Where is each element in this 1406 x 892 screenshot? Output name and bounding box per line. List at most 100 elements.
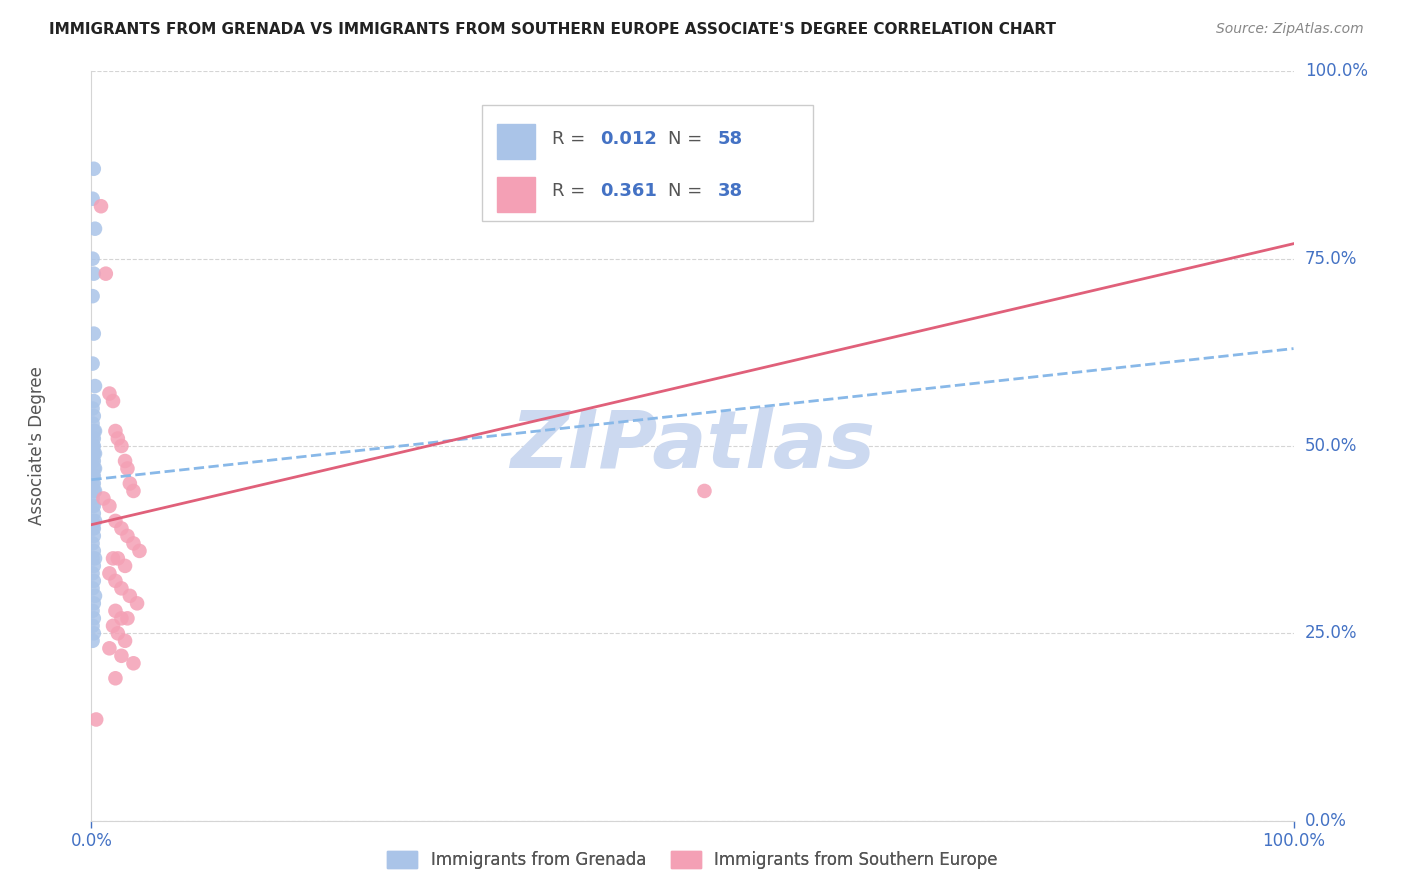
Point [117, 461, 139, 475]
Point [84, 483, 107, 498]
Point [83, 626, 105, 640]
Point [82, 417, 104, 431]
Point [110, 439, 132, 453]
Text: R =: R = [551, 130, 591, 148]
Point [122, 657, 145, 671]
Text: 75.0%: 75.0% [1305, 250, 1357, 268]
Point [82, 289, 104, 303]
Point [83, 574, 105, 588]
Point [94, 267, 117, 281]
Point [83, 529, 105, 543]
Point [83, 446, 105, 460]
Point [82, 566, 104, 581]
Text: R =: R = [551, 182, 591, 200]
Point [84, 461, 107, 475]
Text: 0.361: 0.361 [600, 182, 657, 200]
Point [83, 394, 105, 409]
Point [82, 619, 104, 633]
Point [110, 611, 132, 625]
Point [84, 446, 107, 460]
Point [83, 544, 105, 558]
Point [84, 514, 107, 528]
Text: 0.0%: 0.0% [1305, 812, 1347, 830]
Point [82, 432, 104, 446]
Point [83, 483, 105, 498]
Point [104, 514, 127, 528]
Point [82, 536, 104, 550]
Text: 38: 38 [717, 182, 742, 200]
Point [83, 469, 105, 483]
Point [693, 483, 716, 498]
Point [117, 529, 139, 543]
FancyBboxPatch shape [496, 177, 534, 212]
Point [104, 671, 127, 685]
Point [83, 558, 105, 573]
Point [82, 469, 104, 483]
Point [84, 221, 107, 235]
Point [90, 199, 112, 213]
Point [82, 446, 104, 460]
Point [83, 521, 105, 535]
Text: 0.012: 0.012 [600, 130, 657, 148]
Point [84, 551, 107, 566]
Text: 25.0%: 25.0% [1305, 624, 1357, 642]
Text: 50.0%: 50.0% [1305, 437, 1357, 455]
Point [82, 514, 104, 528]
Point [82, 491, 104, 506]
Point [83, 161, 105, 176]
Point [107, 551, 129, 566]
Point [98, 499, 121, 513]
Text: IMMIGRANTS FROM GRENADA VS IMMIGRANTS FROM SOUTHERN EUROPE ASSOCIATE'S DEGREE CO: IMMIGRANTS FROM GRENADA VS IMMIGRANTS FR… [49, 22, 1056, 37]
Text: 58: 58 [717, 130, 742, 148]
Point [104, 574, 127, 588]
Point [110, 648, 132, 663]
Point [93, 491, 115, 506]
Point [82, 192, 104, 206]
Text: Associate's Degree: Associate's Degree [28, 367, 46, 525]
Point [110, 521, 132, 535]
Point [104, 604, 127, 618]
Text: ZIPatlas: ZIPatlas [510, 407, 875, 485]
Point [82, 604, 104, 618]
Point [82, 454, 104, 468]
Point [82, 551, 104, 566]
Point [84, 424, 107, 438]
Point [83, 267, 105, 281]
Point [83, 499, 105, 513]
Point [107, 626, 129, 640]
Point [82, 499, 104, 513]
Point [114, 454, 136, 468]
Point [118, 589, 141, 603]
Point [82, 469, 104, 483]
Point [83, 507, 105, 521]
Point [82, 439, 104, 453]
Point [83, 611, 105, 625]
FancyBboxPatch shape [482, 105, 813, 221]
Point [83, 409, 105, 423]
Point [82, 633, 104, 648]
Point [83, 439, 105, 453]
Point [114, 633, 136, 648]
Text: 100.0%: 100.0% [1305, 62, 1368, 80]
Point [128, 544, 150, 558]
Point [84, 713, 107, 727]
Point [82, 521, 104, 535]
Text: N =: N = [668, 130, 709, 148]
Point [110, 582, 132, 596]
Point [83, 476, 105, 491]
Point [101, 551, 124, 566]
Point [101, 619, 124, 633]
Point [82, 357, 104, 371]
Text: N =: N = [668, 182, 709, 200]
Point [104, 424, 127, 438]
Point [122, 536, 145, 550]
FancyBboxPatch shape [496, 124, 534, 160]
Point [118, 476, 141, 491]
Point [101, 394, 124, 409]
Legend: Immigrants from Grenada, Immigrants from Southern Europe: Immigrants from Grenada, Immigrants from… [381, 845, 1004, 876]
Point [117, 611, 139, 625]
Point [98, 641, 121, 656]
Point [82, 439, 104, 453]
Point [82, 252, 104, 266]
Point [83, 424, 105, 438]
